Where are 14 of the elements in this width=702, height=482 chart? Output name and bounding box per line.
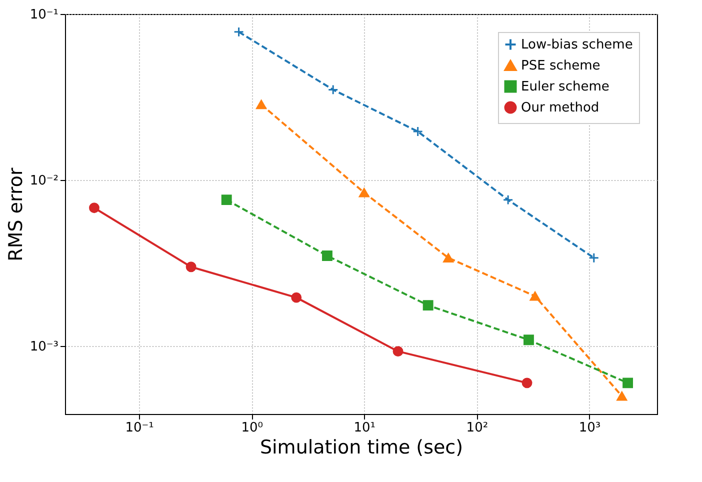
y-tick-label: 10⁻¹	[30, 8, 58, 22]
y-axis-title: RMS error	[4, 167, 27, 262]
y-tick-label: 10⁻³	[30, 340, 58, 355]
x-axis-title: Simulation time (sec)	[260, 436, 464, 458]
x-tick-label: 10²	[466, 420, 488, 436]
legend-label: PSE scheme	[521, 58, 600, 74]
x-tick-label: 10³	[578, 420, 601, 436]
legend-label: Our method	[521, 100, 600, 116]
x-tick-label: 10¹	[354, 420, 376, 436]
y-tick-label: 10⁻²	[30, 174, 58, 189]
x-tick-label: 10⁻¹	[125, 420, 154, 436]
legend-label: Low-bias scheme	[521, 38, 633, 52]
legend-label: Euler scheme	[521, 80, 610, 94]
x-tick-label: 10⁰	[241, 420, 263, 436]
